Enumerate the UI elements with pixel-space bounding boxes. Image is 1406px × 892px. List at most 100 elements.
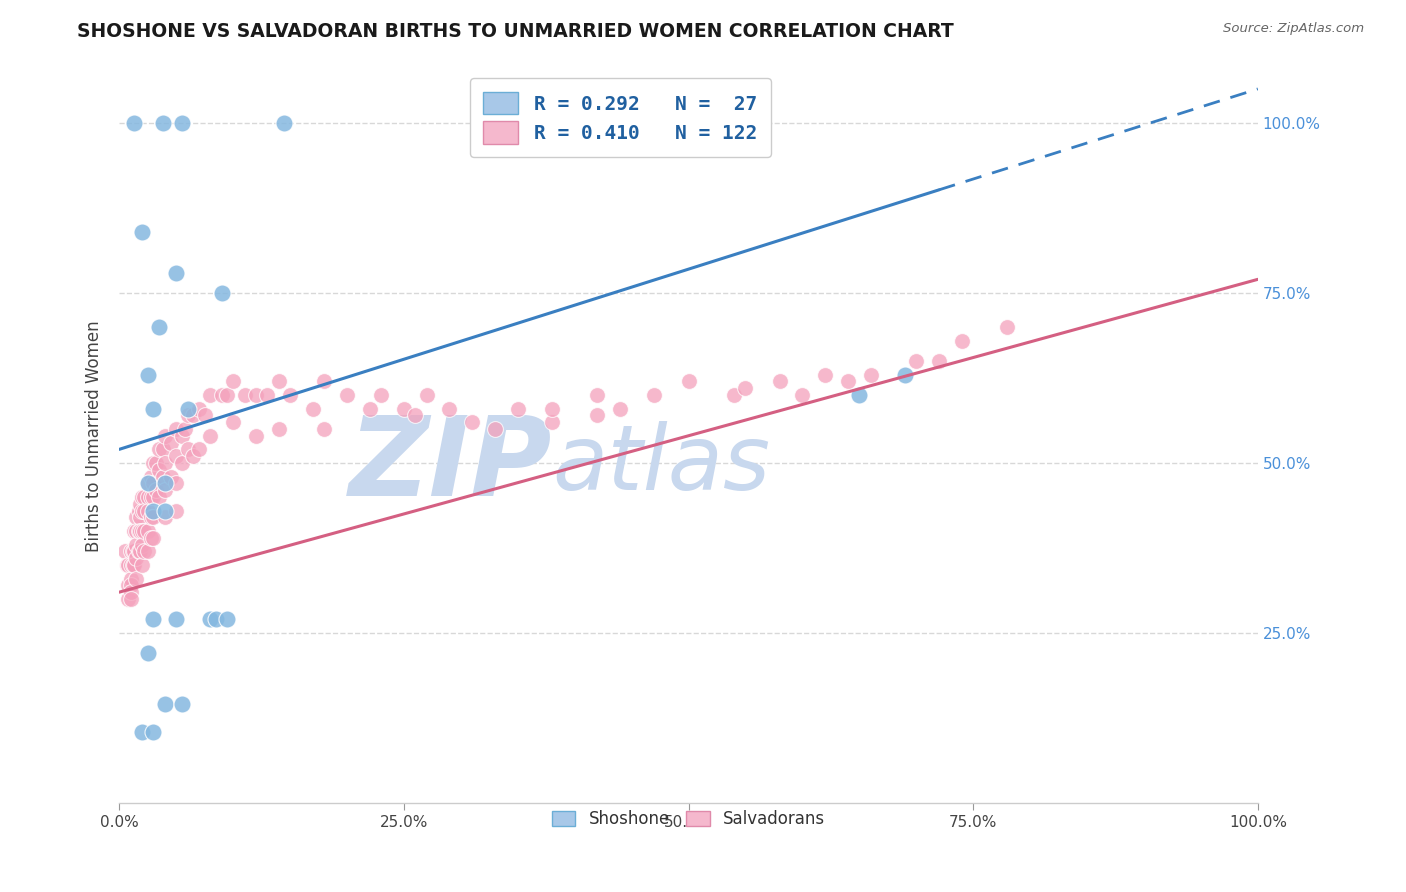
Shoshone — [136, 476, 159, 491]
Salvadorans — [141, 510, 163, 524]
Salvadorans — [609, 401, 631, 416]
Salvadorans — [181, 449, 204, 463]
Shoshone — [165, 266, 187, 280]
Salvadorans — [159, 435, 181, 450]
Salvadorans — [134, 490, 156, 504]
Salvadorans — [814, 368, 837, 382]
Salvadorans — [586, 409, 609, 423]
Salvadorans — [165, 503, 187, 517]
Salvadorans — [211, 388, 233, 402]
Salvadorans — [125, 537, 148, 551]
Shoshone — [136, 646, 159, 660]
Salvadorans — [370, 388, 392, 402]
Salvadorans — [142, 456, 165, 470]
Salvadorans — [134, 544, 156, 558]
Salvadorans — [792, 388, 814, 402]
Salvadorans — [200, 428, 222, 442]
Salvadorans — [245, 428, 267, 442]
Salvadorans — [114, 544, 136, 558]
Salvadorans — [128, 544, 150, 558]
Salvadorans — [122, 558, 145, 572]
Salvadorans — [678, 375, 700, 389]
Salvadorans — [141, 531, 163, 545]
Salvadorans — [245, 388, 267, 402]
Salvadorans — [125, 572, 148, 586]
Salvadorans — [152, 469, 174, 483]
Shoshone — [200, 612, 222, 626]
Salvadorans — [181, 409, 204, 423]
Salvadorans — [256, 388, 278, 402]
Salvadorans — [148, 442, 170, 457]
Shoshone — [142, 612, 165, 626]
Salvadorans — [233, 388, 256, 402]
Salvadorans — [141, 469, 163, 483]
Salvadorans — [723, 388, 745, 402]
Salvadorans — [117, 558, 139, 572]
Salvadorans — [153, 456, 176, 470]
Salvadorans — [905, 354, 928, 368]
Salvadorans — [200, 388, 222, 402]
Salvadorans — [159, 469, 181, 483]
Shoshone — [211, 285, 233, 300]
Salvadorans — [188, 401, 211, 416]
Salvadorans — [314, 422, 336, 436]
Salvadorans — [142, 490, 165, 504]
Salvadorans — [117, 578, 139, 592]
Salvadorans — [153, 483, 176, 497]
Salvadorans — [415, 388, 437, 402]
Salvadorans — [134, 524, 156, 538]
Text: Source: ZipAtlas.com: Source: ZipAtlas.com — [1223, 22, 1364, 36]
Salvadorans — [188, 442, 211, 457]
Salvadorans — [120, 572, 142, 586]
Salvadorans — [142, 476, 165, 491]
Salvadorans — [131, 490, 153, 504]
Salvadorans — [148, 463, 170, 477]
Salvadorans — [267, 375, 290, 389]
Shoshone — [170, 698, 193, 712]
Text: SHOSHONE VS SALVADORAN BIRTHS TO UNMARRIED WOMEN CORRELATION CHART: SHOSHONE VS SALVADORAN BIRTHS TO UNMARRI… — [77, 22, 955, 41]
Salvadorans — [176, 442, 198, 457]
Salvadorans — [278, 388, 301, 402]
Shoshone — [131, 225, 153, 239]
Salvadorans — [267, 422, 290, 436]
Salvadorans — [128, 524, 150, 538]
Salvadorans — [217, 388, 239, 402]
Shoshone — [205, 612, 228, 626]
Shoshone — [153, 476, 176, 491]
Salvadorans — [439, 401, 461, 416]
Salvadorans — [136, 490, 159, 504]
Salvadorans — [125, 510, 148, 524]
Salvadorans — [170, 428, 193, 442]
Salvadorans — [995, 320, 1018, 334]
Salvadorans — [120, 558, 142, 572]
Salvadorans — [128, 524, 150, 538]
Salvadorans — [145, 456, 167, 470]
Shoshone — [170, 116, 193, 130]
Salvadorans — [142, 510, 165, 524]
Salvadorans — [136, 544, 159, 558]
Salvadorans — [484, 422, 506, 436]
Salvadorans — [153, 510, 176, 524]
Salvadorans — [222, 375, 245, 389]
Salvadorans — [769, 375, 792, 389]
Salvadorans — [148, 490, 170, 504]
Salvadorans — [136, 476, 159, 491]
Shoshone — [131, 724, 153, 739]
Salvadorans — [115, 558, 138, 572]
Salvadorans — [128, 497, 150, 511]
Salvadorans — [128, 503, 150, 517]
Salvadorans — [174, 422, 197, 436]
Shoshone — [153, 698, 176, 712]
Salvadorans — [122, 544, 145, 558]
Salvadorans — [125, 524, 148, 538]
Salvadorans — [170, 456, 193, 470]
Shoshone — [152, 116, 174, 130]
Shoshone — [176, 401, 198, 416]
Salvadorans — [859, 368, 882, 382]
Salvadorans — [314, 375, 336, 389]
Salvadorans — [359, 401, 381, 416]
Salvadorans — [145, 483, 167, 497]
Salvadorans — [128, 544, 150, 558]
Salvadorans — [541, 401, 564, 416]
Shoshone — [142, 401, 165, 416]
